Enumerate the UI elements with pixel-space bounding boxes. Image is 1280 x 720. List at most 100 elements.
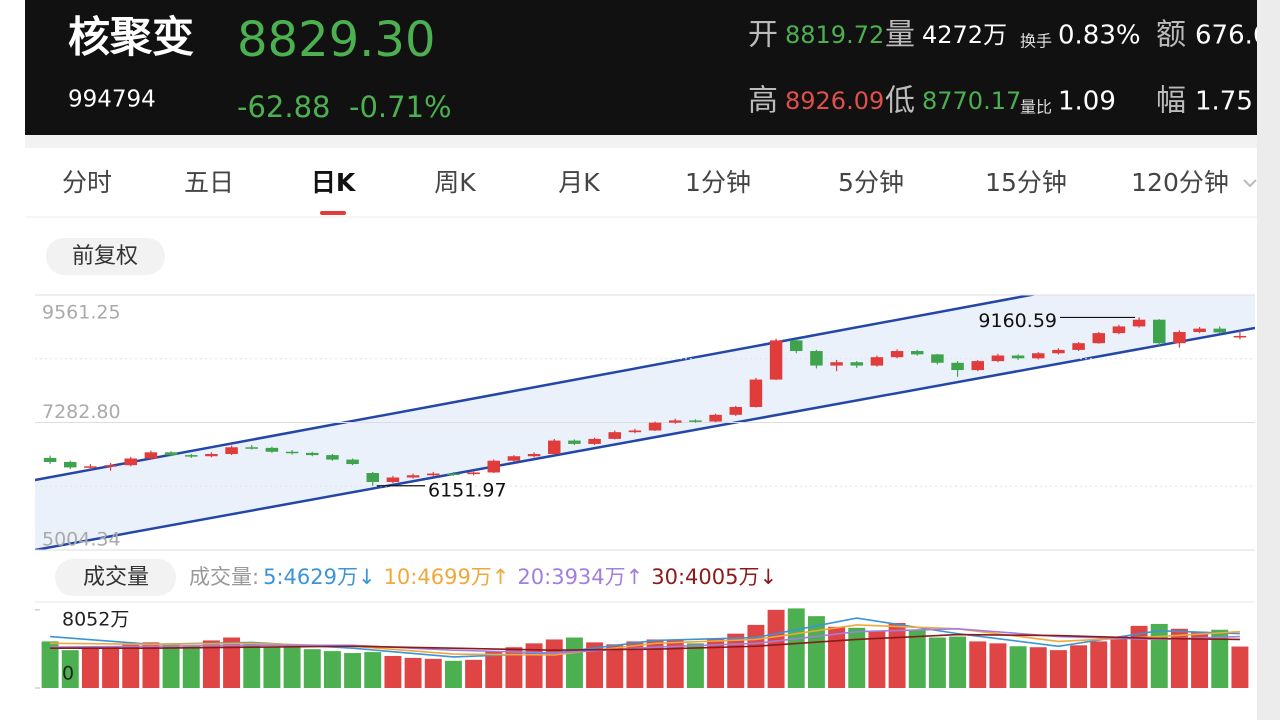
separator (25, 135, 1257, 148)
candle-body (1233, 335, 1247, 338)
tab[interactable]: 月K (558, 168, 600, 197)
candle-body (104, 465, 117, 467)
tab[interactable]: 15分钟 (985, 168, 1067, 197)
legend-entry: 30:4005万↓ (651, 565, 777, 589)
candle-body (124, 458, 138, 466)
candle-body (225, 447, 238, 454)
candle-body (84, 466, 97, 468)
tab[interactable]: 1分钟 (685, 168, 751, 197)
volume-bar (969, 641, 987, 688)
volume-bar (586, 642, 604, 688)
stat-value: 1.09 (1058, 87, 1116, 117)
candle-body (285, 451, 299, 454)
stat-value: 8770.17 (922, 87, 1021, 115)
tab-more-chevron[interactable] (1243, 179, 1257, 188)
volume-bar (1130, 625, 1148, 688)
price-chart: 9561.25 7282.80 5004.34 9160.59 6151.97 (35, 294, 1255, 551)
candle-body (43, 457, 57, 462)
candle-body (447, 473, 460, 476)
candle-body (184, 455, 198, 457)
volume-bar (1009, 646, 1027, 688)
volume-bar (263, 647, 281, 688)
low-annotation: 6151.97 (428, 479, 507, 501)
candle-body (467, 472, 480, 475)
volume-bar (928, 637, 946, 688)
candle-body (628, 430, 642, 433)
stat-label: 量 (885, 18, 915, 53)
stat-value: 676.6 (1195, 21, 1269, 51)
tab[interactable]: 120分钟 (1131, 168, 1229, 197)
candle-body (1052, 349, 1065, 354)
adjust-button-label[interactable]: 前复权 (72, 244, 138, 269)
tab-indicator (320, 211, 346, 215)
candle-body (386, 477, 400, 482)
stat-value: 1.75 (1195, 87, 1253, 117)
volume-bar (868, 630, 886, 688)
volume-bar (102, 646, 120, 688)
volume-bar (344, 653, 362, 688)
candle-body (547, 440, 561, 454)
tab-active[interactable]: 日K (311, 168, 357, 197)
adjust-button[interactable] (46, 238, 165, 275)
volume-button-label[interactable]: 成交量 (83, 565, 149, 590)
y-tick-label: 7282.80 (42, 401, 121, 423)
volume-tick-label: 8052万 (62, 608, 129, 630)
volume-bar (646, 639, 664, 688)
candle-body (689, 420, 702, 422)
volume-bar (283, 645, 301, 688)
candle-body (1213, 328, 1227, 333)
candle-body (144, 452, 158, 459)
tab[interactable]: 5分钟 (838, 168, 904, 197)
tab[interactable]: 周K (434, 168, 476, 197)
volume-bar (404, 657, 422, 688)
candle-body (608, 432, 622, 439)
volume-bar (828, 626, 846, 688)
volume-bar (223, 637, 241, 688)
volume-bar (81, 647, 99, 688)
tab[interactable]: 分时 (62, 168, 112, 197)
price-change: -62.88 (237, 90, 331, 124)
volume-bar (444, 660, 462, 688)
candle-body (789, 340, 803, 352)
legend-entry: 20:3934万↑ (517, 565, 643, 589)
candle-body (951, 362, 964, 371)
price-change-pct: -0.71% (349, 90, 452, 124)
volume-bar (767, 609, 785, 688)
candle-body (729, 406, 743, 415)
volume-ma-line (50, 617, 1240, 658)
candle-body (1152, 319, 1166, 344)
candle-body (1031, 353, 1045, 359)
candle-body (568, 440, 581, 444)
candle-body (205, 453, 218, 457)
stat-label: 幅 (1156, 84, 1186, 119)
candle-body (406, 475, 420, 478)
candle-body (1072, 343, 1085, 350)
volume-bar (626, 641, 644, 688)
candle-body (63, 461, 77, 468)
legend-entry: 10:4699万↑ (384, 565, 510, 589)
volume-button[interactable] (55, 559, 176, 596)
candle-body (1092, 333, 1106, 344)
volume-tick-label: 0 (62, 663, 74, 685)
y-tick-label: 5004.34 (42, 529, 121, 551)
y-tick-label: 9561.25 (42, 302, 121, 324)
stat-label: 低 (885, 84, 915, 119)
stat-value: 4272万 (922, 21, 1007, 49)
stat-label: 开 (748, 18, 778, 53)
tab-bar: 分时 五日 日K 周K 月K 1分钟 5分钟 15分钟 120分钟 (62, 168, 1229, 215)
candle-body (931, 354, 944, 363)
stat-label: 量比 (1020, 98, 1052, 117)
tab[interactable]: 五日 (184, 168, 234, 197)
candle-body (507, 456, 521, 461)
volume-chart: 成交量: 5:4629万↓ 10:4699万↑ 20:3934万↑ 30:4005万↓ 0… (35, 565, 1255, 689)
volume-bar (505, 647, 523, 688)
legend-entry: 5:4629万↓ (263, 565, 375, 589)
candle-body (668, 420, 682, 423)
candle-body (709, 414, 722, 422)
candle-body (648, 422, 662, 431)
stat-label: 高 (748, 84, 778, 119)
stock-name: 核聚变 (68, 13, 194, 62)
stat-value: 0.83% (1058, 21, 1141, 51)
volume-bar (787, 608, 805, 688)
candle-body (366, 473, 380, 482)
